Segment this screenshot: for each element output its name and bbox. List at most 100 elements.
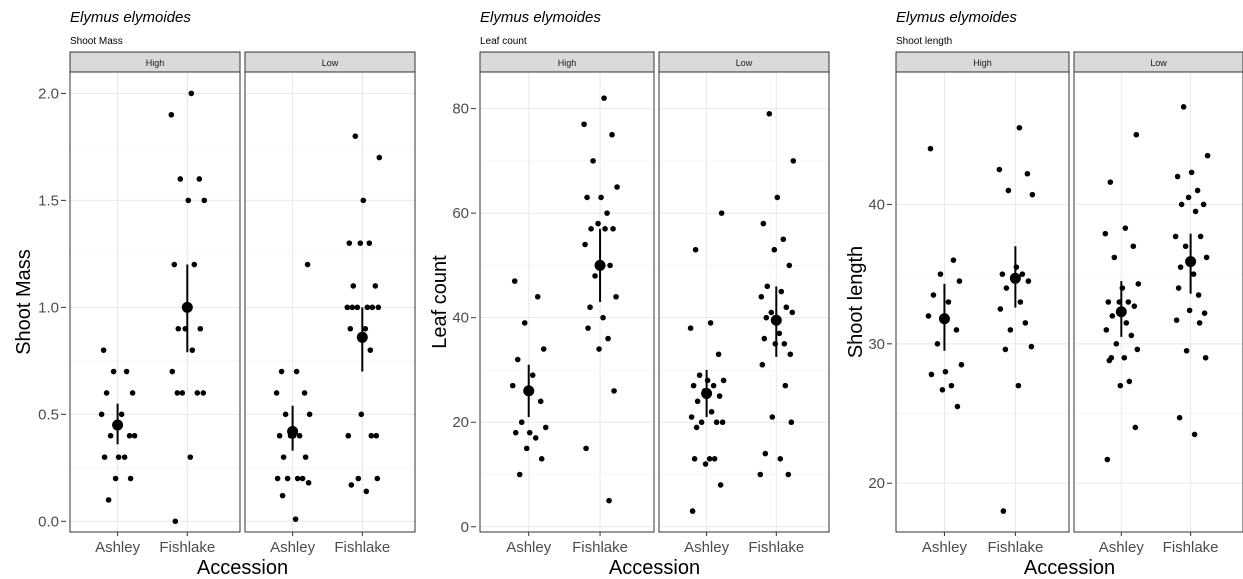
data-point: [366, 240, 373, 246]
data-point: [764, 283, 771, 290]
data-point: [766, 111, 773, 117]
data-point: [538, 456, 545, 462]
data-point: [187, 454, 194, 460]
data-point: [1174, 173, 1181, 180]
data-point: [188, 90, 195, 97]
data-point: [605, 335, 611, 342]
x-tick-label: Fishlake: [159, 539, 215, 556]
data-point: [598, 194, 604, 201]
data-point: [1025, 278, 1032, 284]
data-point: [196, 176, 203, 182]
data-point: [996, 166, 1003, 173]
data-point: [702, 461, 709, 467]
data-point: [1197, 233, 1204, 240]
data-point: [584, 194, 590, 201]
facet-panel-high: High Ashley Fishlake: [69, 51, 241, 556]
data-point: [1191, 431, 1198, 438]
data-point: [518, 419, 525, 426]
data-point: [282, 411, 289, 418]
data-point: [177, 176, 184, 182]
data-point: [999, 271, 1006, 277]
data-point: [1131, 303, 1138, 309]
data-point: [179, 390, 186, 396]
facet-panel-high: High Ashley Fishlake: [479, 51, 655, 556]
x-axis-title: Accession: [609, 557, 700, 579]
data-point: [293, 368, 300, 375]
data-point: [609, 131, 615, 138]
x-tick-label: Fishlake: [1163, 539, 1219, 556]
data-point: [1103, 327, 1110, 333]
chart-1: Elymus elymoides Shoot Mass 0.0 0.5 1.0 1.5 2.…: [13, 9, 416, 579]
data-point: [693, 424, 700, 431]
mean-point: [938, 313, 950, 325]
data-point: [350, 283, 357, 289]
x-tick-label: Fishlake: [987, 539, 1043, 556]
data-point: [127, 475, 134, 482]
facet-strip-label: High: [558, 58, 577, 68]
data-point: [614, 184, 620, 190]
y-tick-label: 0.5: [38, 406, 59, 423]
panel-background: [659, 72, 829, 532]
y-tick-label: 2.0: [38, 85, 59, 102]
data-point: [1175, 285, 1182, 291]
data-point: [355, 475, 362, 482]
panel-background: [70, 72, 240, 532]
data-point: [1183, 347, 1190, 354]
data-point: [763, 314, 770, 321]
data-point: [171, 261, 178, 268]
data-point: [278, 368, 285, 375]
data-point: [529, 372, 536, 378]
data-point: [1176, 414, 1183, 421]
data-point: [1177, 264, 1184, 270]
data-point: [306, 411, 313, 418]
x-tick-label: Ashley: [922, 539, 968, 556]
data-point: [948, 382, 955, 389]
data-point: [347, 325, 354, 332]
data-point: [606, 497, 612, 504]
data-point: [304, 261, 311, 268]
data-point: [595, 220, 601, 227]
data-point: [197, 325, 204, 332]
data-point: [942, 368, 949, 375]
facet-panel-low: Low Ashley Fishlake: [244, 51, 416, 556]
data-point: [1019, 271, 1026, 277]
data-point: [360, 197, 367, 204]
data-point: [201, 197, 208, 204]
data-point: [708, 408, 715, 415]
data-point: [372, 283, 379, 289]
y-axis-title: Shoot Mass: [13, 249, 35, 355]
data-point: [354, 304, 361, 311]
data-point: [602, 226, 608, 232]
x-axis-title: Accession: [1024, 557, 1115, 579]
data-point: [368, 432, 375, 439]
data-point: [373, 432, 380, 439]
data-point: [934, 341, 941, 347]
data-point: [1000, 508, 1007, 514]
data-point: [997, 306, 1004, 312]
data-point: [768, 309, 775, 316]
panel-background: [1074, 72, 1243, 532]
chart-title: Elymus elymoides: [480, 9, 601, 26]
data-point: [348, 482, 355, 488]
data-point: [273, 390, 280, 396]
facet-strip-label: Low: [322, 58, 339, 68]
data-point: [100, 347, 107, 353]
facet-panel-low: Low Ashley Fishlake: [658, 51, 830, 556]
data-point: [169, 368, 176, 375]
y-tick-label: 0.0: [38, 513, 59, 530]
data-point: [592, 273, 598, 279]
data-point: [346, 240, 353, 246]
data-point: [583, 445, 589, 452]
data-point: [101, 454, 108, 460]
data-point: [1028, 343, 1035, 350]
facet-panel-high: High Ashley Fishlake: [895, 51, 1070, 556]
data-point: [1029, 191, 1036, 198]
data-point: [115, 454, 122, 460]
data-point: [534, 293, 541, 300]
facet-panel-low: Low Ashley Fishlake: [1073, 51, 1243, 556]
chart-2: Elymus elymoides Leaf count 0 20 40 60 80 Leaf …: [429, 9, 830, 579]
data-point: [523, 445, 530, 452]
panel-border: [479, 71, 655, 533]
y-tick-label: 0: [461, 519, 469, 536]
